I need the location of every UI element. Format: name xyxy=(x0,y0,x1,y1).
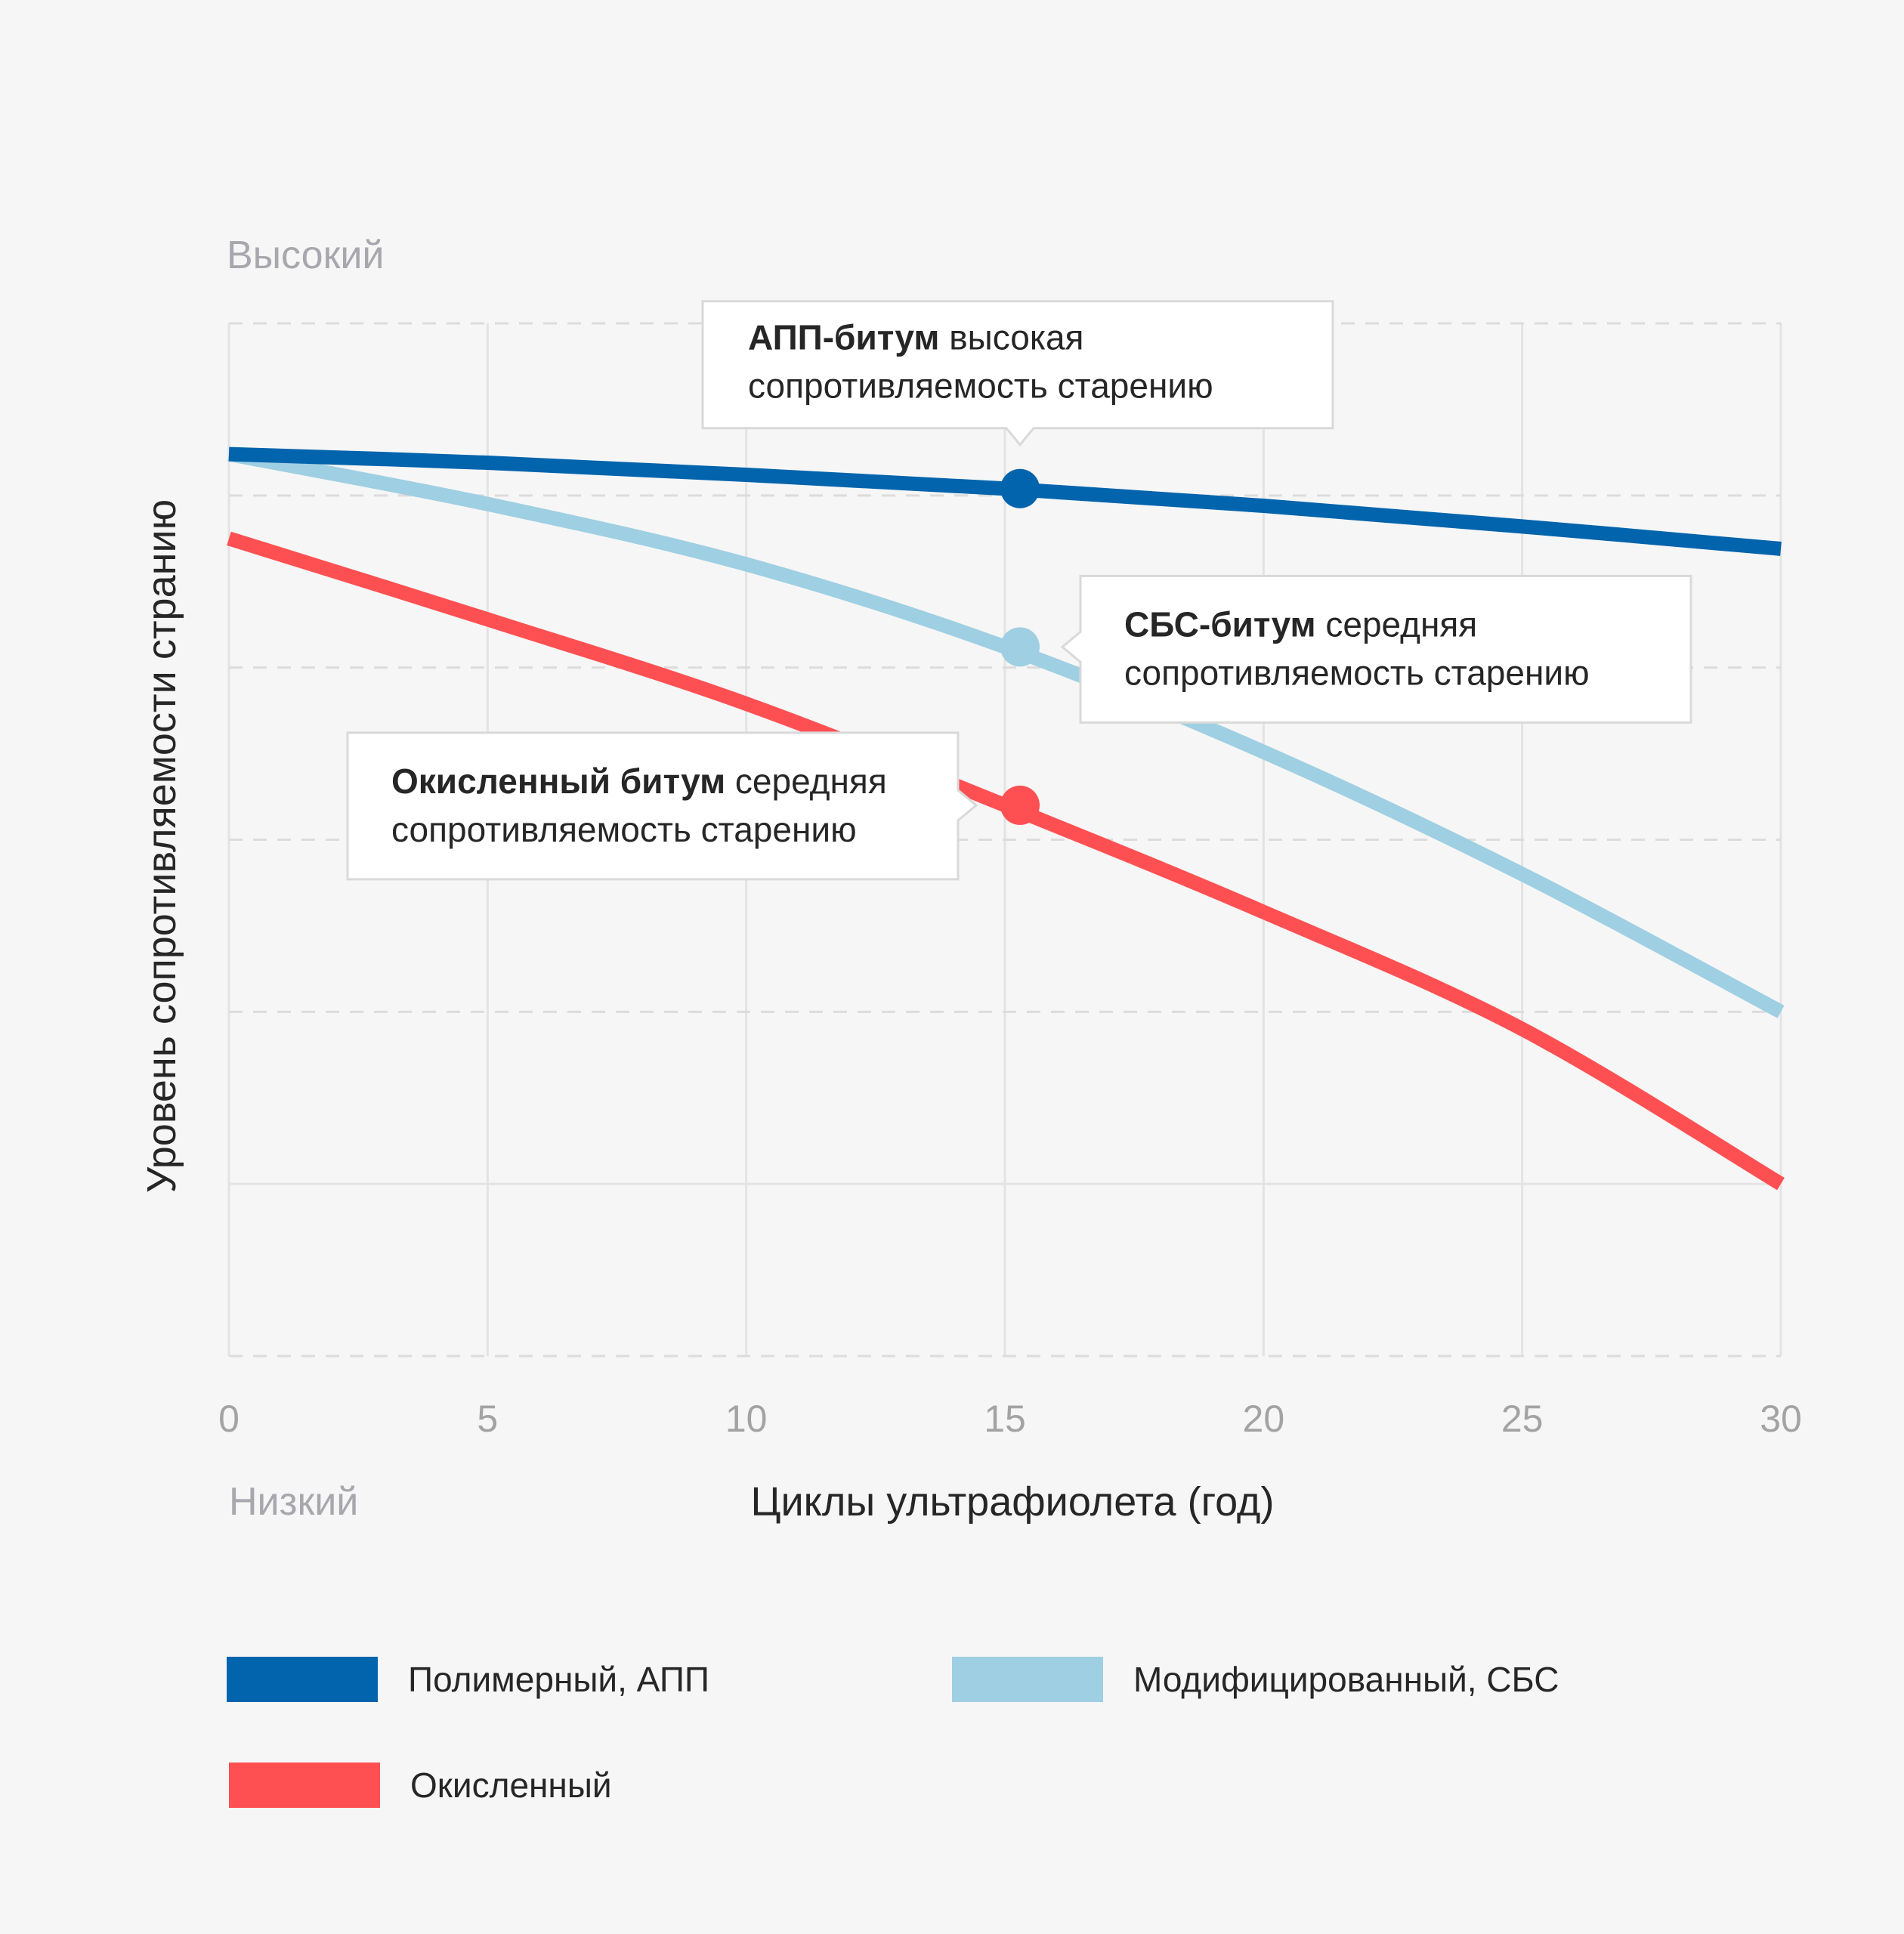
callout-bold: АПП-битум xyxy=(748,318,939,357)
marker-1 xyxy=(1000,627,1040,667)
callout-line-2: сопротивляемость старению xyxy=(391,810,857,849)
callout-line-1: АПП-битум высокая xyxy=(748,318,1083,357)
callout-0: АПП-битум высокая сопротивляемость старен… xyxy=(701,300,1334,447)
callout-bold: Окисленный битум xyxy=(391,762,725,801)
legend-swatch xyxy=(952,1657,1103,1702)
callout-layer: АПП-битум высокая сопротивляемость старен… xyxy=(346,300,1692,881)
grid xyxy=(227,322,1782,1358)
callout-box xyxy=(1060,574,1692,724)
callout-1: СБС-битум середняя сопротивляемость старе… xyxy=(1060,574,1692,724)
callout-line-1: СБС-битум середняя xyxy=(1124,604,1477,644)
callout-rest: высокая xyxy=(939,318,1083,357)
marker-2 xyxy=(1000,785,1040,825)
legend: Полимерный, АПП Модифицированный, СБС Окис… xyxy=(227,1657,1559,1808)
callout-2: Окисленный битум середняя сопротивляемост… xyxy=(346,731,978,881)
marker-layer xyxy=(1000,468,1040,825)
legend-label: Модифицированный, СБС xyxy=(1133,1660,1559,1699)
callout-box xyxy=(346,731,978,881)
x-tick-label: 0 xyxy=(218,1398,240,1440)
callout-line-2: сопротивляемость старению xyxy=(1124,653,1590,692)
x-tick-label: 20 xyxy=(1243,1398,1285,1440)
x-axis-title: Циклы ультрафиолета (год) xyxy=(751,1479,1275,1525)
callout-line-2: сопротивляемость старению xyxy=(748,366,1213,406)
x-tick-label: 30 xyxy=(1760,1398,1802,1440)
x-ticks: 0 5 10 15 20 25 30 xyxy=(218,1398,1802,1440)
y-top-label: Высокий xyxy=(227,233,384,277)
x-tick-label: 10 xyxy=(725,1398,768,1440)
y-bottom-label: Низкий xyxy=(229,1480,358,1524)
callout-rest: середняя xyxy=(1316,604,1478,644)
callout-rest: середняя xyxy=(725,762,887,801)
x-tick-label: 25 xyxy=(1501,1398,1544,1440)
y-axis-title: Уровень сопротивляемости странию xyxy=(139,499,184,1193)
x-tick-label: 5 xyxy=(477,1398,498,1440)
legend-label: Полимерный, АПП xyxy=(408,1660,709,1699)
callout-bold: СБС-битум xyxy=(1124,604,1316,644)
callout-line-1: Окисленный битум середняя xyxy=(391,762,887,801)
legend-swatch xyxy=(227,1657,378,1702)
marker-0 xyxy=(1000,468,1040,508)
callout-box xyxy=(701,300,1334,447)
legend-label: Окисленный xyxy=(410,1766,612,1805)
legend-swatch xyxy=(229,1763,380,1808)
x-tick-label: 15 xyxy=(984,1398,1026,1440)
